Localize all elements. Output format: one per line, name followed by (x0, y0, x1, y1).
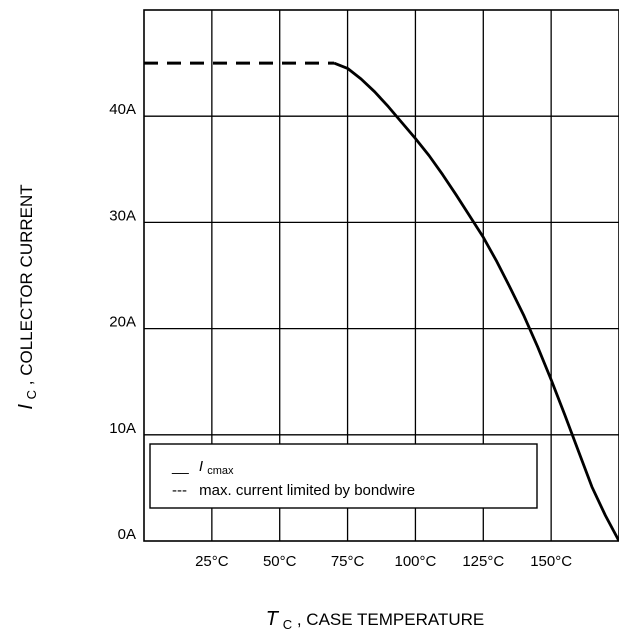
grid-lines (144, 10, 619, 541)
series-group (144, 61, 619, 542)
x-tick-labels: 25°C 50°C 75°C 100°C 125°C 150°C (195, 553, 572, 570)
legend-symbol: I (199, 458, 203, 475)
y-tick-label: 20A (109, 314, 136, 331)
x-tick-label: 75°C (331, 553, 365, 570)
y-tick-label: 40A (109, 101, 136, 118)
x-axis-title: T C , CASE TEMPERATURE (266, 608, 484, 633)
legend-entry-icmax: __ I cmax (171, 458, 234, 477)
legend-entry-bondwire: --- max. current limited by bondwire (172, 482, 415, 499)
x-axis-text: , CASE TEMPERATURE (297, 610, 484, 629)
y-axis-symbol: I (15, 404, 37, 410)
y-tick-labels: 0A 10A 20A 30A 40A (109, 101, 136, 543)
y-tick-label: 30A (109, 207, 136, 224)
legend-subscript: cmax (207, 465, 234, 477)
y-tick-label: 0A (118, 526, 136, 543)
plot-frame (143, 9, 619, 542)
y-tick-label: 10A (109, 420, 136, 437)
y-axis-subscript: C (24, 390, 39, 399)
y-axis-text: , COLLECTOR CURRENT (17, 184, 36, 385)
x-tick-label: 100°C (394, 553, 436, 570)
legend-marker-dashed: --- (172, 482, 187, 499)
x-tick-label: 150°C (530, 553, 572, 570)
legend: __ I cmax --- max. current limited by bo… (149, 443, 538, 509)
legend-box (149, 443, 538, 509)
x-axis-symbol: T (266, 608, 280, 630)
x-tick-label: 125°C (462, 553, 504, 570)
x-tick-label: 25°C (195, 553, 229, 570)
legend-marker-solid: __ (171, 458, 189, 475)
y-axis-title: I C , COLLECTOR CURRENT (15, 184, 40, 409)
series-line-icmax (333, 61, 619, 542)
x-tick-label: 50°C (263, 553, 297, 570)
x-axis-subscript: C (283, 617, 292, 632)
legend-label: max. current limited by bondwire (199, 482, 415, 499)
